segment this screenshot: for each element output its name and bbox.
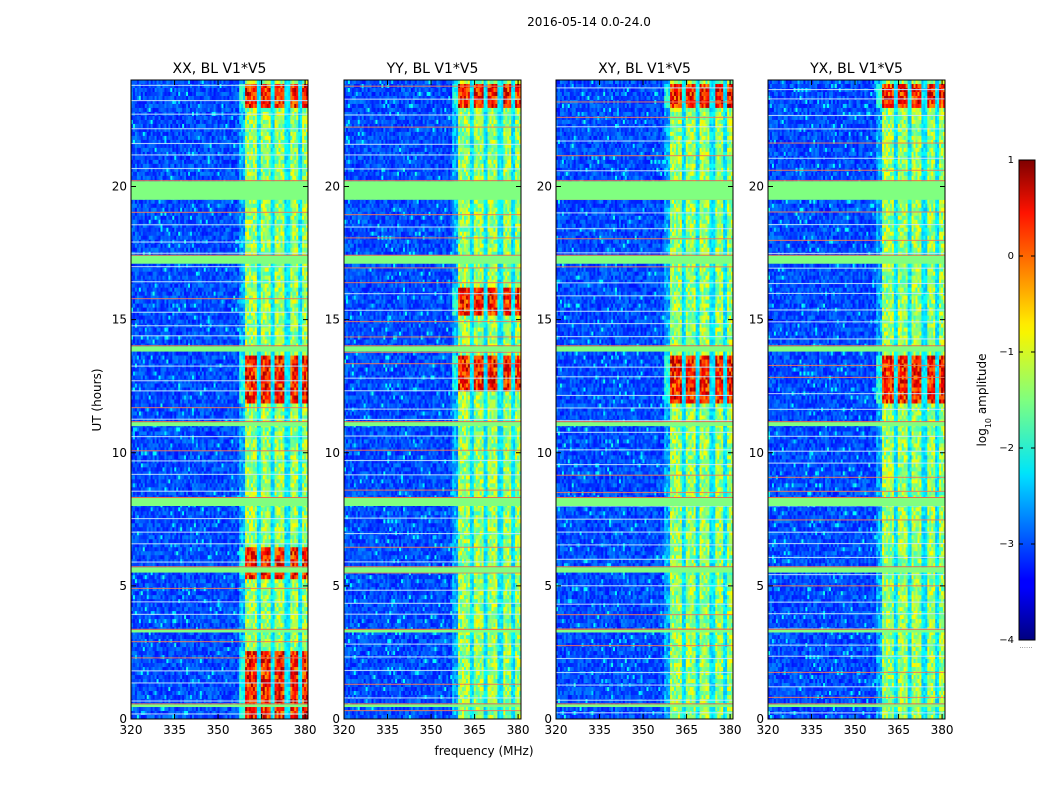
figure-suptitle: 2016-05-14 0.0-24.0 xyxy=(527,15,651,29)
figure: 2016-05-14 0.0-24.0 XX, BL V1*V5320 335 35… xyxy=(0,0,1050,800)
heatmap-cells xyxy=(131,80,309,720)
